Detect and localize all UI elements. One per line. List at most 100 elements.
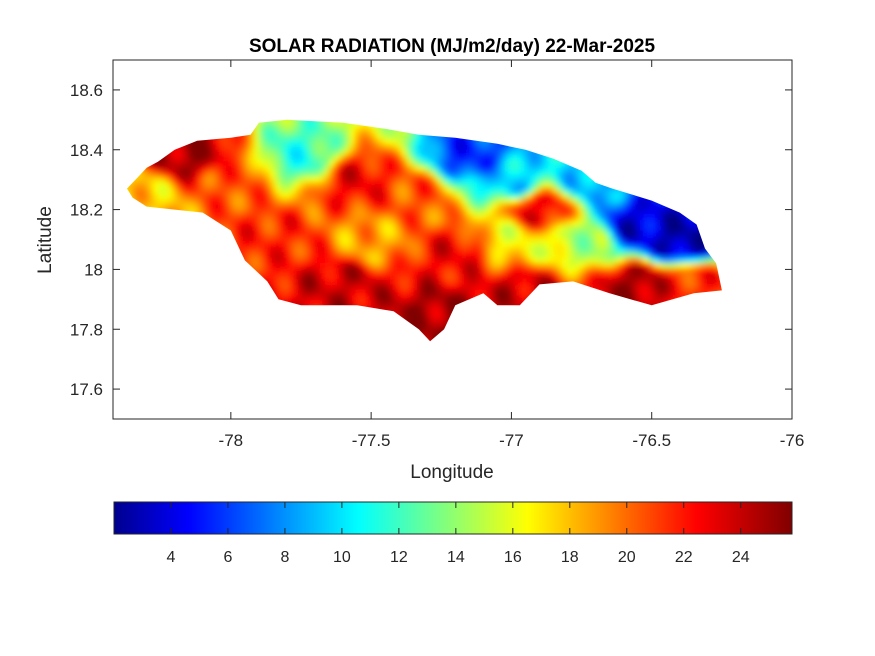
field-cell	[224, 154, 230, 161]
field-cell	[451, 192, 458, 199]
field-cell	[325, 278, 331, 285]
field-cell	[517, 186, 523, 193]
field-cell	[325, 127, 331, 134]
field-cell	[451, 229, 458, 237]
field-cell	[284, 273, 291, 280]
field-cell	[421, 267, 427, 274]
field-cell	[370, 278, 377, 285]
field-cell	[441, 299, 448, 307]
field-cell	[375, 299, 382, 307]
field-cell	[552, 159, 559, 167]
field-cell	[335, 138, 342, 145]
field-cell	[638, 240, 645, 247]
field-cell	[496, 294, 503, 301]
field-cell	[193, 154, 200, 161]
field-cell	[365, 159, 372, 167]
field-cell	[532, 251, 539, 258]
field-cell	[345, 122, 352, 129]
field-cell	[633, 229, 640, 237]
field-cell	[244, 159, 251, 167]
field-cell	[375, 294, 382, 301]
field-cell	[335, 229, 342, 237]
field-cell	[325, 203, 331, 210]
field-cell	[623, 267, 629, 274]
field-cell	[274, 149, 281, 156]
field-cell	[597, 224, 604, 231]
field-cell	[506, 143, 513, 150]
field-cell	[239, 186, 246, 193]
field-cell	[299, 251, 306, 258]
field-cell	[592, 246, 599, 253]
field-cell	[451, 213, 458, 220]
field-cell	[421, 154, 427, 161]
field-cell	[385, 256, 392, 264]
field-cell	[148, 203, 155, 210]
field-cell	[643, 251, 650, 258]
field-cell	[274, 251, 281, 258]
field-cell	[380, 240, 387, 247]
field-cell	[633, 273, 640, 280]
field-cell	[623, 192, 629, 199]
field-cell	[350, 246, 357, 253]
field-cell	[411, 256, 417, 264]
field-cell	[320, 224, 326, 231]
field-cell	[643, 299, 650, 307]
field-cell	[254, 138, 261, 145]
field-cell	[471, 165, 478, 172]
field-cell	[304, 224, 311, 231]
field-cell	[249, 159, 256, 167]
field-cell	[426, 149, 432, 156]
field-cell	[577, 267, 584, 274]
field-cell	[517, 283, 523, 290]
field-cell	[345, 219, 352, 226]
field-cell	[471, 208, 478, 215]
field-cell	[607, 267, 614, 274]
field-cell	[491, 246, 498, 253]
field-cell	[567, 235, 574, 242]
field-cell	[416, 321, 422, 328]
field-cell	[254, 165, 261, 172]
field-cell	[355, 170, 362, 177]
field-cell	[486, 229, 493, 237]
field-cell	[592, 213, 599, 220]
field-cell	[481, 273, 488, 280]
field-cell	[557, 246, 564, 253]
field-cell	[618, 213, 624, 220]
field-cell	[244, 165, 251, 172]
field-cell	[294, 294, 301, 301]
field-cell	[567, 219, 574, 226]
field-cell	[572, 251, 579, 258]
field-cell	[345, 192, 352, 199]
field-cell	[506, 181, 513, 188]
field-cell	[269, 203, 276, 210]
field-cell	[411, 192, 417, 199]
field-cell	[370, 240, 377, 247]
field-cell	[304, 294, 311, 301]
field-cell	[552, 208, 559, 215]
field-cell	[274, 197, 281, 204]
field-cell	[214, 192, 220, 199]
field-cell	[274, 273, 281, 280]
field-cell	[310, 197, 316, 204]
field-cell	[294, 186, 301, 193]
field-cell	[310, 154, 316, 161]
field-cell	[239, 181, 246, 188]
field-cell	[315, 219, 321, 226]
field-cell	[557, 203, 564, 210]
field-cell	[522, 176, 528, 183]
field-cell	[254, 143, 261, 150]
field-cell	[350, 138, 357, 145]
field-cell	[446, 197, 453, 204]
field-cell	[400, 138, 407, 145]
field-cell	[153, 165, 160, 172]
field-cell	[249, 176, 256, 183]
field-cell	[567, 203, 574, 210]
field-cell	[648, 229, 655, 237]
field-cell	[481, 240, 488, 247]
field-cell	[486, 143, 493, 150]
field-cell	[269, 127, 276, 134]
field-cell	[653, 278, 660, 285]
field-cell	[572, 192, 579, 199]
field-cell	[421, 283, 427, 290]
field-cell	[365, 133, 372, 140]
